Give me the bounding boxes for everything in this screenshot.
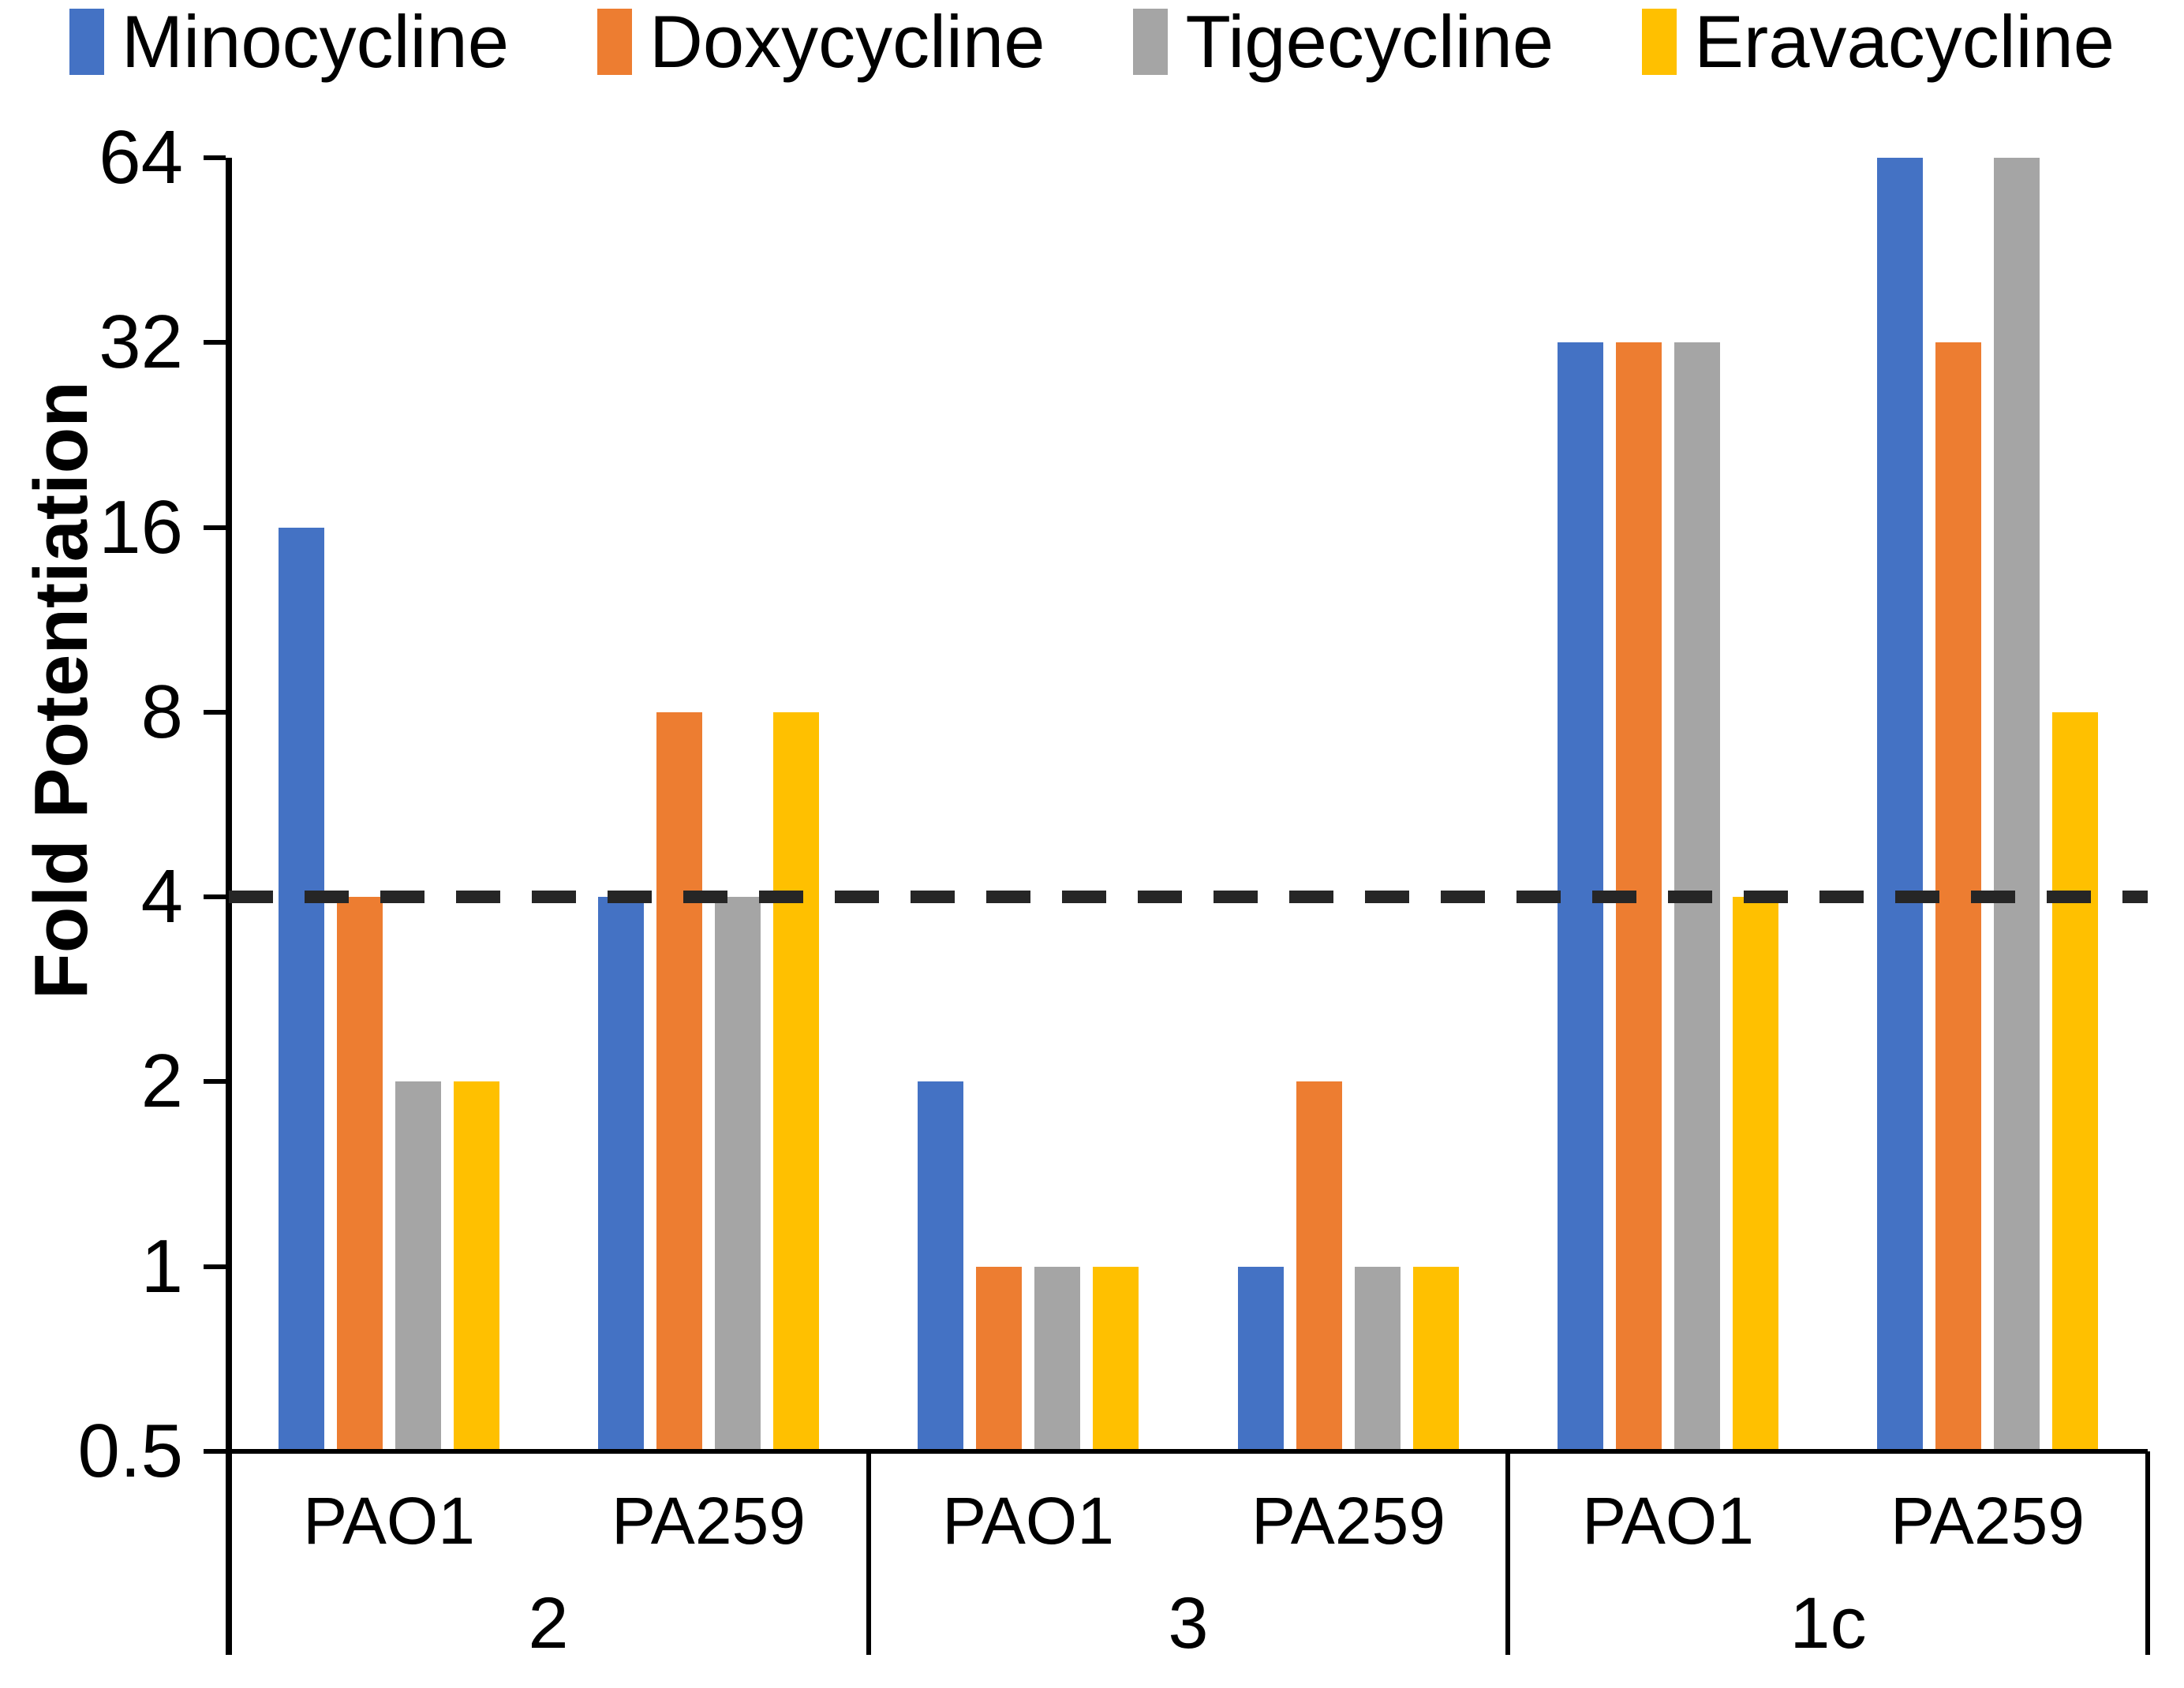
- bar-minocycline-pao1-2: [279, 528, 324, 1449]
- bar-eravacycline-pa259-2: [773, 712, 819, 1449]
- strain-label-pao1-2: PAO1: [303, 1484, 475, 1558]
- legend-swatch-doxycycline: [596, 9, 632, 75]
- y-tick-label-64: 64: [99, 115, 183, 200]
- group-label-1c: 1c: [1789, 1583, 1867, 1664]
- y-tick-label-4: 4: [140, 854, 183, 939]
- y-tick-label-0.5: 0.5: [77, 1409, 183, 1493]
- y-tick-0.5: [204, 1449, 226, 1454]
- bar-eravacycline-pao1-2: [454, 1081, 499, 1449]
- bar-eravacycline-pa259-1c: [2052, 712, 2098, 1449]
- legend-item-eravacycline: Eravacycline: [1642, 5, 2115, 79]
- y-tick-label-16: 16: [99, 485, 183, 570]
- legend-label: Eravacycline: [1694, 0, 2115, 83]
- reference-line-4x: [229, 891, 2148, 903]
- y-tick-4: [204, 894, 226, 899]
- legend-label: Doxycycline: [649, 0, 1045, 83]
- legend-label: Minocycline: [121, 0, 509, 83]
- strain-label-pa259-2: PA259: [611, 1484, 806, 1558]
- y-tick-1: [204, 1264, 226, 1269]
- bar-tigecycline-pa259-3: [1355, 1267, 1401, 1449]
- bar-minocycline-pa259-2: [598, 897, 644, 1449]
- y-tick-8: [204, 710, 226, 715]
- legend-swatch-minocycline: [69, 9, 104, 75]
- strain-label-pao1-1c: PAO1: [1582, 1484, 1754, 1558]
- bar-minocycline-pa259-3: [1238, 1267, 1284, 1449]
- y-tick-label-1: 1: [140, 1224, 183, 1309]
- bar-tigecycline-pa259-1c: [1994, 158, 2040, 1449]
- legend-item-minocycline: Minocycline: [69, 5, 509, 79]
- y-tick-64: [204, 155, 226, 160]
- bar-doxycycline-pa259-2: [656, 712, 702, 1449]
- y-tick-label-32: 32: [99, 300, 183, 384]
- category-divider: [1505, 1451, 1510, 1655]
- legend-label: Tigecycline: [1185, 0, 1554, 83]
- bar-tigecycline-pa259-2: [715, 897, 761, 1449]
- y-tick-32: [204, 340, 226, 345]
- strain-label-pao1-3: PAO1: [942, 1484, 1114, 1558]
- bar-doxycycline-pao1-3: [976, 1267, 1022, 1449]
- strain-label-pa259-3: PA259: [1251, 1484, 1445, 1558]
- group-label-2: 2: [528, 1583, 569, 1664]
- y-tick-label-2: 2: [140, 1039, 183, 1123]
- y-tick-2: [204, 1079, 226, 1084]
- category-divider: [866, 1451, 871, 1655]
- y-tick-label-8: 8: [140, 670, 183, 754]
- bar-eravacycline-pa259-3: [1413, 1267, 1459, 1449]
- category-divider: [2145, 1451, 2150, 1655]
- bar-tigecycline-pao1-3: [1034, 1267, 1080, 1449]
- chart-legend: Minocycline Doxycycline Tigecycline Eravacy…: [0, 5, 2184, 79]
- bar-eravacycline-pao1-3: [1093, 1267, 1139, 1449]
- strain-label-pa259-1c: PA259: [1890, 1484, 2085, 1558]
- bar-doxycycline-pa259-3: [1296, 1081, 1342, 1449]
- group-label-3: 3: [1168, 1583, 1209, 1664]
- x-axis-line: [226, 1449, 2148, 1454]
- legend-item-doxycycline: Doxycycline: [596, 0, 1045, 83]
- legend-swatch-eravacycline: [1642, 9, 1677, 75]
- bar-tigecycline-pao1-2: [395, 1081, 441, 1449]
- y-tick-16: [204, 525, 226, 530]
- legend-item-tigecycline: Tigecycline: [1133, 5, 1554, 79]
- bar-doxycycline-pao1-2: [337, 897, 383, 1449]
- bar-minocycline-pa259-1c: [1877, 158, 1923, 1449]
- bar-eravacycline-pao1-1c: [1733, 897, 1778, 1449]
- bar-minocycline-pao1-3: [918, 1081, 963, 1449]
- legend-swatch-tigecycline: [1133, 9, 1169, 75]
- y-axis-line: [226, 158, 232, 1655]
